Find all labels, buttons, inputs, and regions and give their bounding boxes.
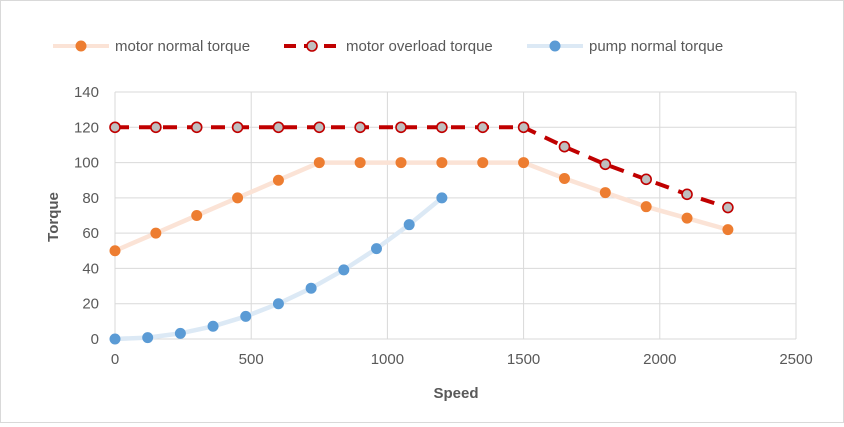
data-point bbox=[403, 219, 415, 231]
legend: motor normal torque motor overload torque… bbox=[53, 38, 723, 55]
data-point bbox=[191, 210, 203, 221]
data-point bbox=[436, 157, 448, 169]
data-point bbox=[109, 333, 121, 345]
x-tick-label: 1500 bbox=[507, 351, 540, 368]
data-point bbox=[681, 212, 693, 224]
legend-item: pump normal torque bbox=[527, 38, 723, 55]
data-point bbox=[354, 121, 366, 134]
y-tick-label: 120 bbox=[74, 119, 99, 136]
data-point bbox=[272, 121, 285, 134]
data-point bbox=[395, 157, 407, 169]
data-point bbox=[518, 157, 530, 169]
y-tick-label: 0 bbox=[91, 331, 99, 348]
series-1 bbox=[109, 121, 734, 214]
legend-item: motor normal torque bbox=[53, 38, 250, 55]
data-point bbox=[477, 157, 489, 169]
y-axis-title: Torque bbox=[45, 192, 62, 242]
y-tick-label: 40 bbox=[82, 260, 99, 277]
data-point bbox=[313, 121, 326, 134]
x-tick-label: 1000 bbox=[371, 351, 404, 368]
data-point bbox=[272, 298, 284, 310]
data-point bbox=[232, 192, 244, 204]
legend-marker bbox=[306, 40, 318, 52]
data-point bbox=[599, 187, 611, 199]
series-group bbox=[109, 121, 734, 345]
legend-label: motor overload torque bbox=[346, 38, 493, 55]
x-tick-label: 2000 bbox=[643, 351, 676, 368]
data-point bbox=[305, 282, 317, 294]
data-point bbox=[231, 121, 244, 134]
x-tick-label: 500 bbox=[239, 351, 264, 368]
data-point bbox=[190, 121, 203, 134]
legend-marker bbox=[549, 40, 561, 52]
data-point bbox=[150, 227, 162, 239]
legend-label: motor normal torque bbox=[115, 38, 250, 55]
x-tick-label: 2500 bbox=[779, 351, 812, 368]
data-point bbox=[558, 140, 571, 153]
data-point bbox=[142, 332, 154, 344]
data-point bbox=[313, 157, 325, 169]
data-point bbox=[109, 245, 121, 257]
data-point bbox=[640, 173, 652, 186]
data-point bbox=[436, 121, 448, 134]
data-point bbox=[109, 121, 121, 134]
y-tick-label: 80 bbox=[82, 190, 99, 207]
data-point bbox=[354, 157, 366, 169]
data-point bbox=[722, 224, 734, 236]
data-point bbox=[558, 172, 570, 184]
data-point bbox=[722, 201, 734, 214]
x-tick-label: 0 bbox=[111, 351, 119, 368]
data-point bbox=[395, 121, 407, 134]
series-2 bbox=[109, 192, 448, 345]
data-point bbox=[599, 158, 612, 171]
series-0 bbox=[109, 157, 734, 257]
data-point bbox=[517, 121, 530, 134]
data-point bbox=[207, 320, 219, 332]
data-point bbox=[640, 201, 652, 213]
y-axis-ticks: 0 20 40 60 80 100 120 140 bbox=[74, 84, 99, 348]
y-tick-label: 20 bbox=[82, 296, 99, 313]
data-point bbox=[150, 121, 162, 134]
y-tick-label: 60 bbox=[82, 225, 99, 242]
legend-marker bbox=[75, 40, 87, 52]
data-point bbox=[681, 188, 693, 201]
data-point bbox=[272, 174, 284, 186]
data-point bbox=[436, 192, 448, 204]
data-point bbox=[338, 264, 350, 276]
data-point bbox=[476, 121, 489, 134]
x-axis-title: Speed bbox=[433, 385, 478, 402]
y-tick-label: 100 bbox=[74, 155, 99, 172]
series-line bbox=[112, 160, 731, 254]
legend-item: motor overload torque bbox=[284, 38, 493, 55]
data-point bbox=[371, 243, 383, 255]
x-axis-ticks: 0 500 1000 1500 2000 2500 bbox=[111, 351, 813, 368]
data-point bbox=[174, 327, 186, 339]
series-line bbox=[115, 125, 729, 210]
y-tick-label: 140 bbox=[74, 84, 99, 101]
legend-label: pump normal torque bbox=[589, 38, 723, 55]
data-point bbox=[240, 310, 252, 322]
